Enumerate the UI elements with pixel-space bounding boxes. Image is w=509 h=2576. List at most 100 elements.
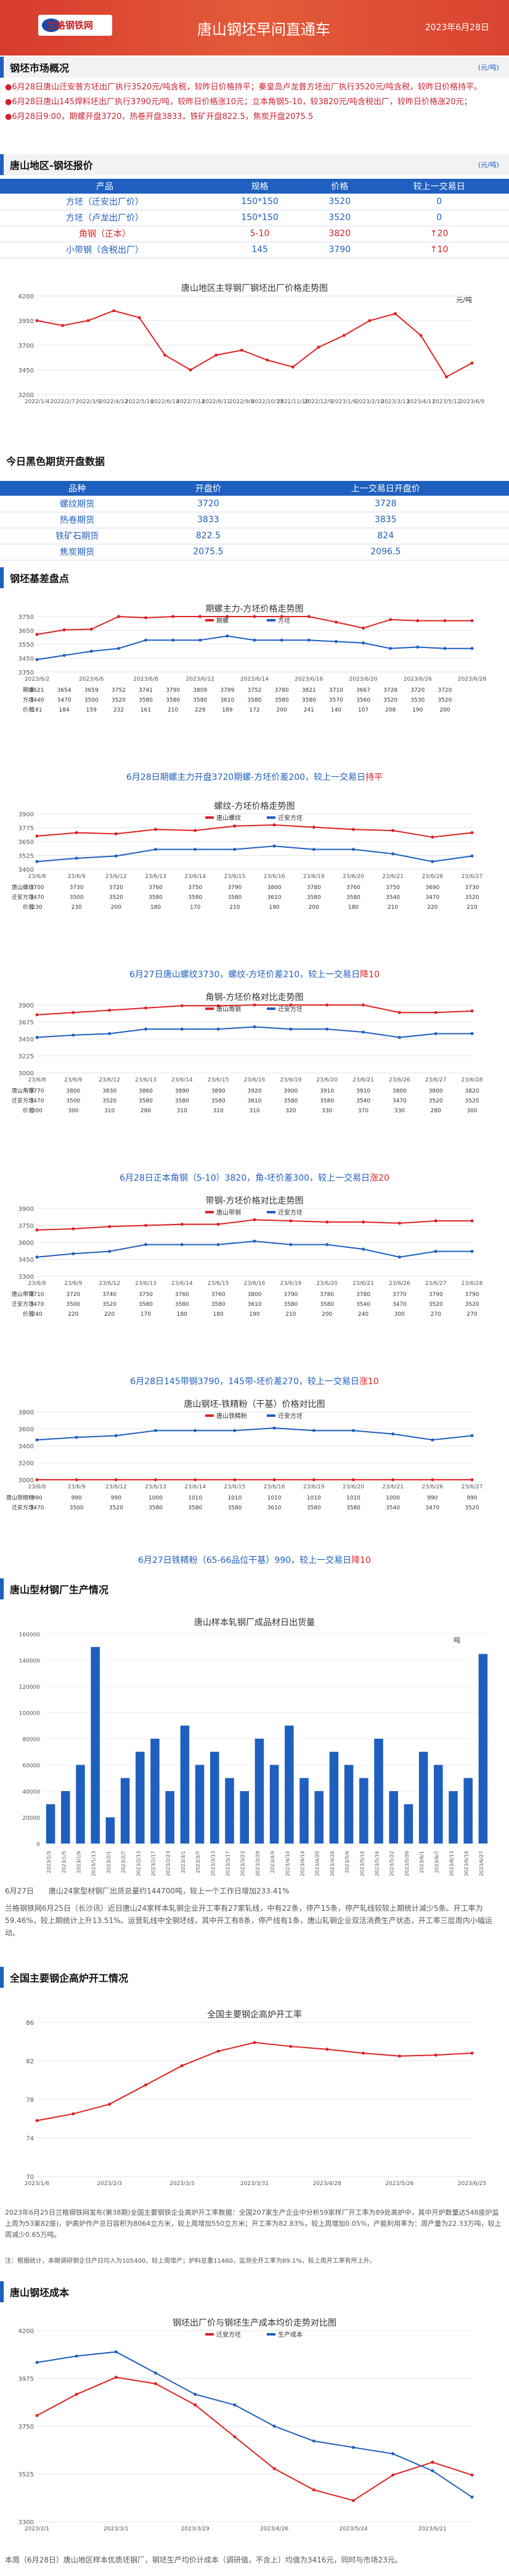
x-tick-label: 2023/2/1 <box>25 2526 49 2532</box>
caption-text: 6月27日铁精粉（65-66品位干基）990，较上一交易日 <box>138 1556 352 1565</box>
table-cell: 2096.5 <box>262 544 509 560</box>
tick-label: 20000 <box>22 1816 40 1822</box>
x-tick-label: 2023/1/9 <box>76 1851 82 1873</box>
table-cell: 3500 <box>70 1505 84 1511</box>
bar <box>254 1739 264 1844</box>
data-point <box>171 615 175 618</box>
data-point <box>351 827 355 831</box>
series-line <box>36 2351 473 2498</box>
table-cell: 3540 <box>386 1505 400 1511</box>
x-tick-label: 2023/3/13 <box>381 399 409 405</box>
x-tick-label: 23/6/14 <box>171 1077 193 1083</box>
table-cell: 3710 <box>30 1292 44 1298</box>
data-point <box>280 638 283 642</box>
table-cell: 3710 <box>329 687 343 694</box>
table-cell: 140 <box>331 707 341 713</box>
x-tick-label: 2023/6/12 <box>186 676 214 683</box>
table-cell: 3820 <box>465 1088 479 1094</box>
table-row-label: 迁安方坯 <box>12 1300 34 1308</box>
data-point <box>114 1478 118 1482</box>
caption-change: 降10 <box>351 1556 371 1565</box>
x-tick-label: 2023/3/7 <box>195 1851 201 1873</box>
x-tick-label: 2023/2/7 <box>121 1851 126 1873</box>
x-tick-label: 2023/3/1 <box>181 1851 186 1873</box>
table-cell: 190 <box>269 904 279 911</box>
data-point <box>71 2112 75 2115</box>
legend-label: 迁安方坯 <box>278 1412 303 1420</box>
x-tick-label: 23/6/16 <box>244 1281 266 1287</box>
table-cell: 3580 <box>175 1302 189 1308</box>
data-point <box>391 1478 395 1482</box>
table-cell: 220 <box>427 904 438 911</box>
table-cell: 1000 <box>386 1495 400 1501</box>
table-cell: 3760 <box>149 885 163 891</box>
data-point <box>443 647 447 650</box>
x-tick-label: 2023/6/2 <box>25 676 49 683</box>
data-point <box>75 1478 78 1482</box>
x-tick-label: 2023/4/20 <box>315 1851 320 1876</box>
legend-swatch <box>267 1211 275 1213</box>
x-tick-label: 23/6/19 <box>280 1281 301 1287</box>
tick-label: 78 <box>26 2097 34 2104</box>
table-cell: 3654 <box>57 687 71 694</box>
mill-text: 6月27日 唐山24家型材钢厂出货总量约144700吨，较上一个工作日增加233… <box>5 1887 290 1895</box>
table-cell: 180 <box>177 1311 187 1318</box>
futures-table: 品种 开盘价 上一交易日开盘价 螺纹期货 3720 3728 热卷期货 3833 3835 … <box>0 481 509 560</box>
table-row-label: 迁安方坯 <box>12 1097 34 1104</box>
legend-swatch <box>267 1007 275 1010</box>
x-tick-label: 23/6/12 <box>99 1281 120 1287</box>
chart-title: 带钢-方坯价格对比走势图 <box>205 1196 303 1206</box>
table-cell: 3750 <box>188 885 202 891</box>
data-point <box>214 353 218 357</box>
legend-label: 迁安方坯 <box>216 2331 241 2339</box>
table-cell: 210 <box>285 1311 296 1318</box>
x-tick-label: 2022/12/9 <box>304 399 333 405</box>
table-cell: 3728 <box>262 496 509 512</box>
data-point <box>362 626 365 630</box>
x-tick-label: 23/6/26 <box>389 1281 410 1287</box>
table-cell: 990 <box>111 1495 121 1501</box>
data-point <box>108 1250 112 1253</box>
data-point <box>35 1228 39 1232</box>
table-cell: 铁矿石期货 <box>0 528 155 544</box>
table-cell: 3520 <box>465 1302 479 1308</box>
data-point <box>434 1032 438 1035</box>
data-point <box>362 1220 365 1224</box>
data-point <box>108 1009 112 1012</box>
data-point <box>397 1036 401 1040</box>
chart-title: 唐山钢坯-铁精粉（干基）价格对比图 <box>184 1399 325 1409</box>
x-tick-label: 23/6/12 <box>105 874 127 880</box>
legend-swatch <box>205 816 214 819</box>
table-cell: 190 <box>249 1311 259 1318</box>
tick-label: 0 <box>36 1842 40 1848</box>
tick-label: 3300 <box>18 1274 34 1281</box>
basis-chart-2: 螺纹-方坯价格走势图 3400 3525 3650 3775 3900 23/6/8 23/6… <box>12 802 483 911</box>
table-cell: 200 <box>309 904 319 911</box>
bf-note: 注：根据统计，本期调研钢企日产日均入为105400，较上周增产；炉料总重1146… <box>5 2258 376 2265</box>
data-point <box>35 2414 39 2418</box>
x-tick-label: 2023/5/16 <box>375 1851 380 1876</box>
x-tick-label: 2023/2/10 <box>356 399 384 405</box>
table-cell: 热卷期货 <box>0 512 155 528</box>
bar <box>449 1791 458 1844</box>
tick-label: 3000 <box>18 1477 34 1484</box>
x-tick-label: 2023/5/26 <box>404 1851 410 1876</box>
table-cell: 3580 <box>307 1505 321 1511</box>
x-tick-label: 2022/11/10 <box>277 399 309 405</box>
data-point <box>116 615 120 618</box>
table-cell: 150*150 <box>210 194 311 210</box>
data-point <box>431 2469 434 2472</box>
data-point <box>189 368 192 372</box>
table-cell: 172 <box>249 707 259 713</box>
x-tick-label: 2022/2/7 <box>50 399 75 405</box>
table-cell: 3470 <box>393 1302 407 1308</box>
x-tick-label: 2023/6/7 <box>434 1851 439 1873</box>
x-tick-label: 23/6/28 <box>462 1077 483 1083</box>
data-point <box>193 848 197 851</box>
data-point <box>35 834 39 838</box>
bar <box>329 1752 339 1844</box>
table-cell: 824 <box>262 528 509 544</box>
data-point <box>289 1219 293 1223</box>
table-row-label: 价差 <box>23 1107 34 1114</box>
table-cell: 210 <box>388 904 398 911</box>
